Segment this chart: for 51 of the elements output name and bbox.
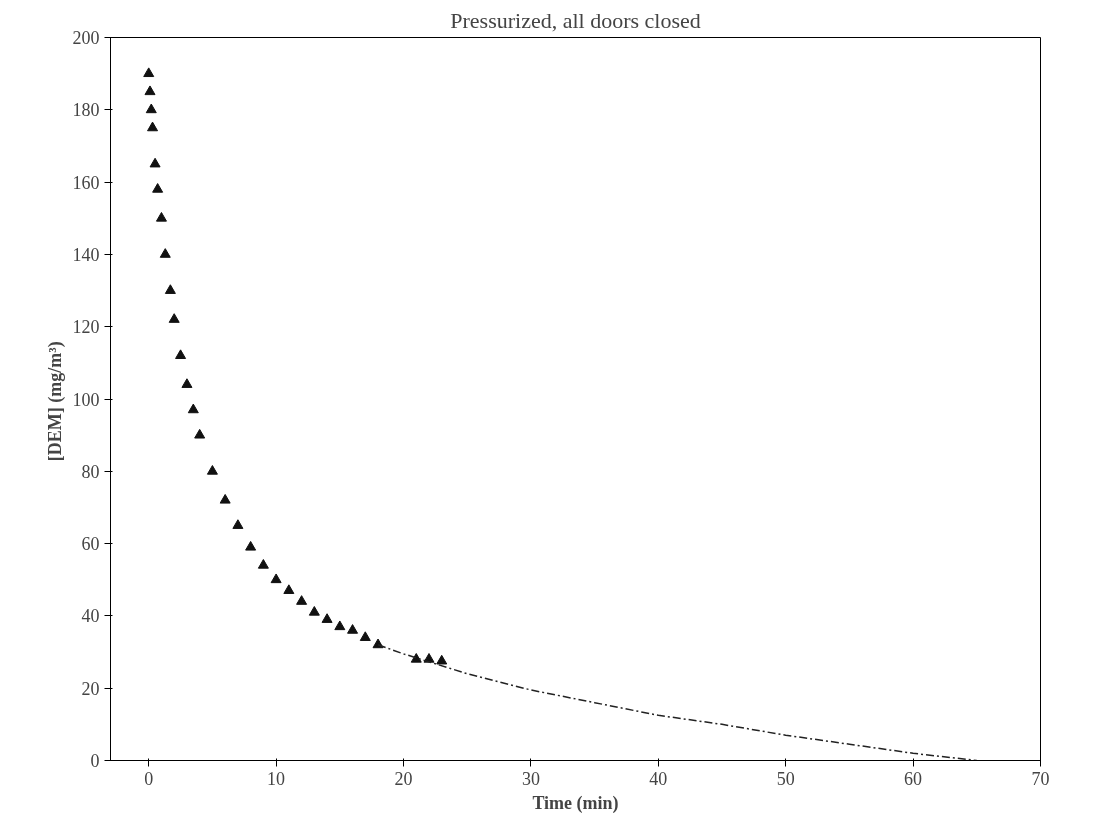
x-tick-label: 50 <box>776 768 795 789</box>
point <box>159 248 171 258</box>
y-tick-label: 60 <box>81 534 100 555</box>
point <box>206 465 218 475</box>
y-tick-label: 80 <box>81 461 100 482</box>
point <box>270 573 282 584</box>
x-axis-title: Time (min) <box>532 792 619 814</box>
point <box>187 403 199 414</box>
x-tick-label: 40 <box>649 768 668 789</box>
x-tick-label: 70 <box>1031 768 1050 789</box>
x-tick-label: 0 <box>144 768 154 789</box>
point <box>175 349 187 360</box>
point <box>321 613 333 623</box>
x-tick-label: 20 <box>394 768 413 789</box>
point <box>168 313 180 323</box>
point <box>145 103 157 114</box>
point <box>359 631 371 641</box>
point <box>410 653 422 663</box>
y-tick-label: 140 <box>72 244 100 265</box>
y-tick-label: 200 <box>72 28 100 48</box>
point <box>257 559 269 569</box>
x-tick-label: 10 <box>267 768 286 789</box>
point <box>147 121 159 132</box>
x-tick-label: 60 <box>904 768 923 789</box>
point <box>436 654 448 665</box>
point <box>143 67 155 78</box>
point <box>308 606 320 616</box>
point <box>219 493 231 504</box>
point <box>283 584 295 594</box>
x-tick-label: 30 <box>521 768 540 789</box>
point <box>334 620 346 631</box>
y-tick-label: 120 <box>72 317 100 338</box>
point <box>164 284 176 294</box>
point <box>149 157 161 168</box>
y-tick-label: 0 <box>90 751 100 771</box>
chart-title: Pressurized, all doors closed <box>450 7 701 33</box>
point <box>194 428 206 439</box>
point <box>155 211 167 222</box>
y-tick-label: 40 <box>81 606 100 627</box>
y-tick-label: 100 <box>72 389 100 410</box>
y-tick-label: 180 <box>72 100 100 121</box>
point <box>347 624 359 634</box>
point <box>245 540 257 551</box>
point <box>181 378 193 388</box>
point <box>232 519 244 529</box>
y-tick-label: 20 <box>81 678 100 699</box>
point <box>296 595 308 605</box>
point <box>152 183 164 193</box>
y-axis-title: [DEM] (mg/m³) <box>44 341 66 462</box>
y-tick-label: 160 <box>72 172 100 193</box>
point <box>144 85 156 96</box>
